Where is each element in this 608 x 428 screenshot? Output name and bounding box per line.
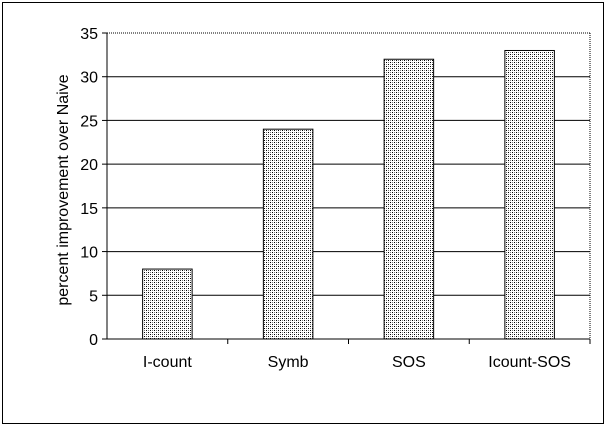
y-tick-label: 15 bbox=[80, 201, 98, 218]
y-tick-label: 35 bbox=[80, 26, 98, 43]
y-tick-label: 0 bbox=[89, 332, 98, 349]
y-tick-label: 30 bbox=[80, 70, 98, 87]
x-category-label: Symb bbox=[268, 354, 309, 371]
y-axis-title: percent improvement over Naive bbox=[55, 74, 72, 305]
bar-icount-sos bbox=[504, 49, 555, 340]
bars bbox=[142, 49, 555, 340]
y-tick-label: 25 bbox=[80, 113, 98, 130]
y-tick-label: 5 bbox=[89, 288, 98, 305]
x-category-label: SOS bbox=[392, 354, 426, 371]
bar-symb bbox=[262, 128, 314, 340]
bar-i-count bbox=[142, 268, 193, 340]
y-tick-labels: 0 5 10 15 20 25 30 35 bbox=[80, 26, 98, 349]
x-category-label: Icount-SOS bbox=[488, 354, 571, 371]
x-category-label: I-count bbox=[143, 354, 192, 371]
bar-sos bbox=[383, 58, 435, 340]
x-category-labels: I-count Symb SOS Icount-SOS bbox=[143, 354, 571, 371]
y-tick-label: 10 bbox=[80, 245, 98, 262]
axes bbox=[102, 32, 591, 344]
y-tick-label: 20 bbox=[80, 157, 98, 174]
